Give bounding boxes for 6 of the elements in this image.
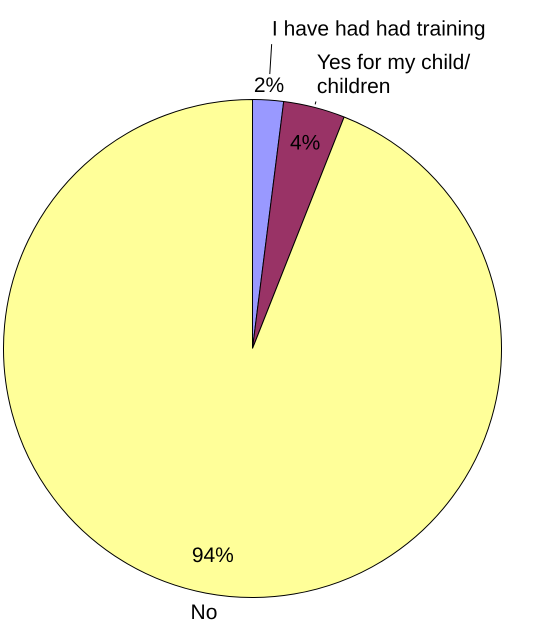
data-label: 94% <box>192 544 234 568</box>
data-label: 4% <box>290 131 320 154</box>
slice-label: No <box>190 601 218 624</box>
slice-label: Yes for my child/ children <box>316 50 470 98</box>
data-label: 2% <box>254 74 284 97</box>
slice-label: I have had had training <box>272 17 486 40</box>
